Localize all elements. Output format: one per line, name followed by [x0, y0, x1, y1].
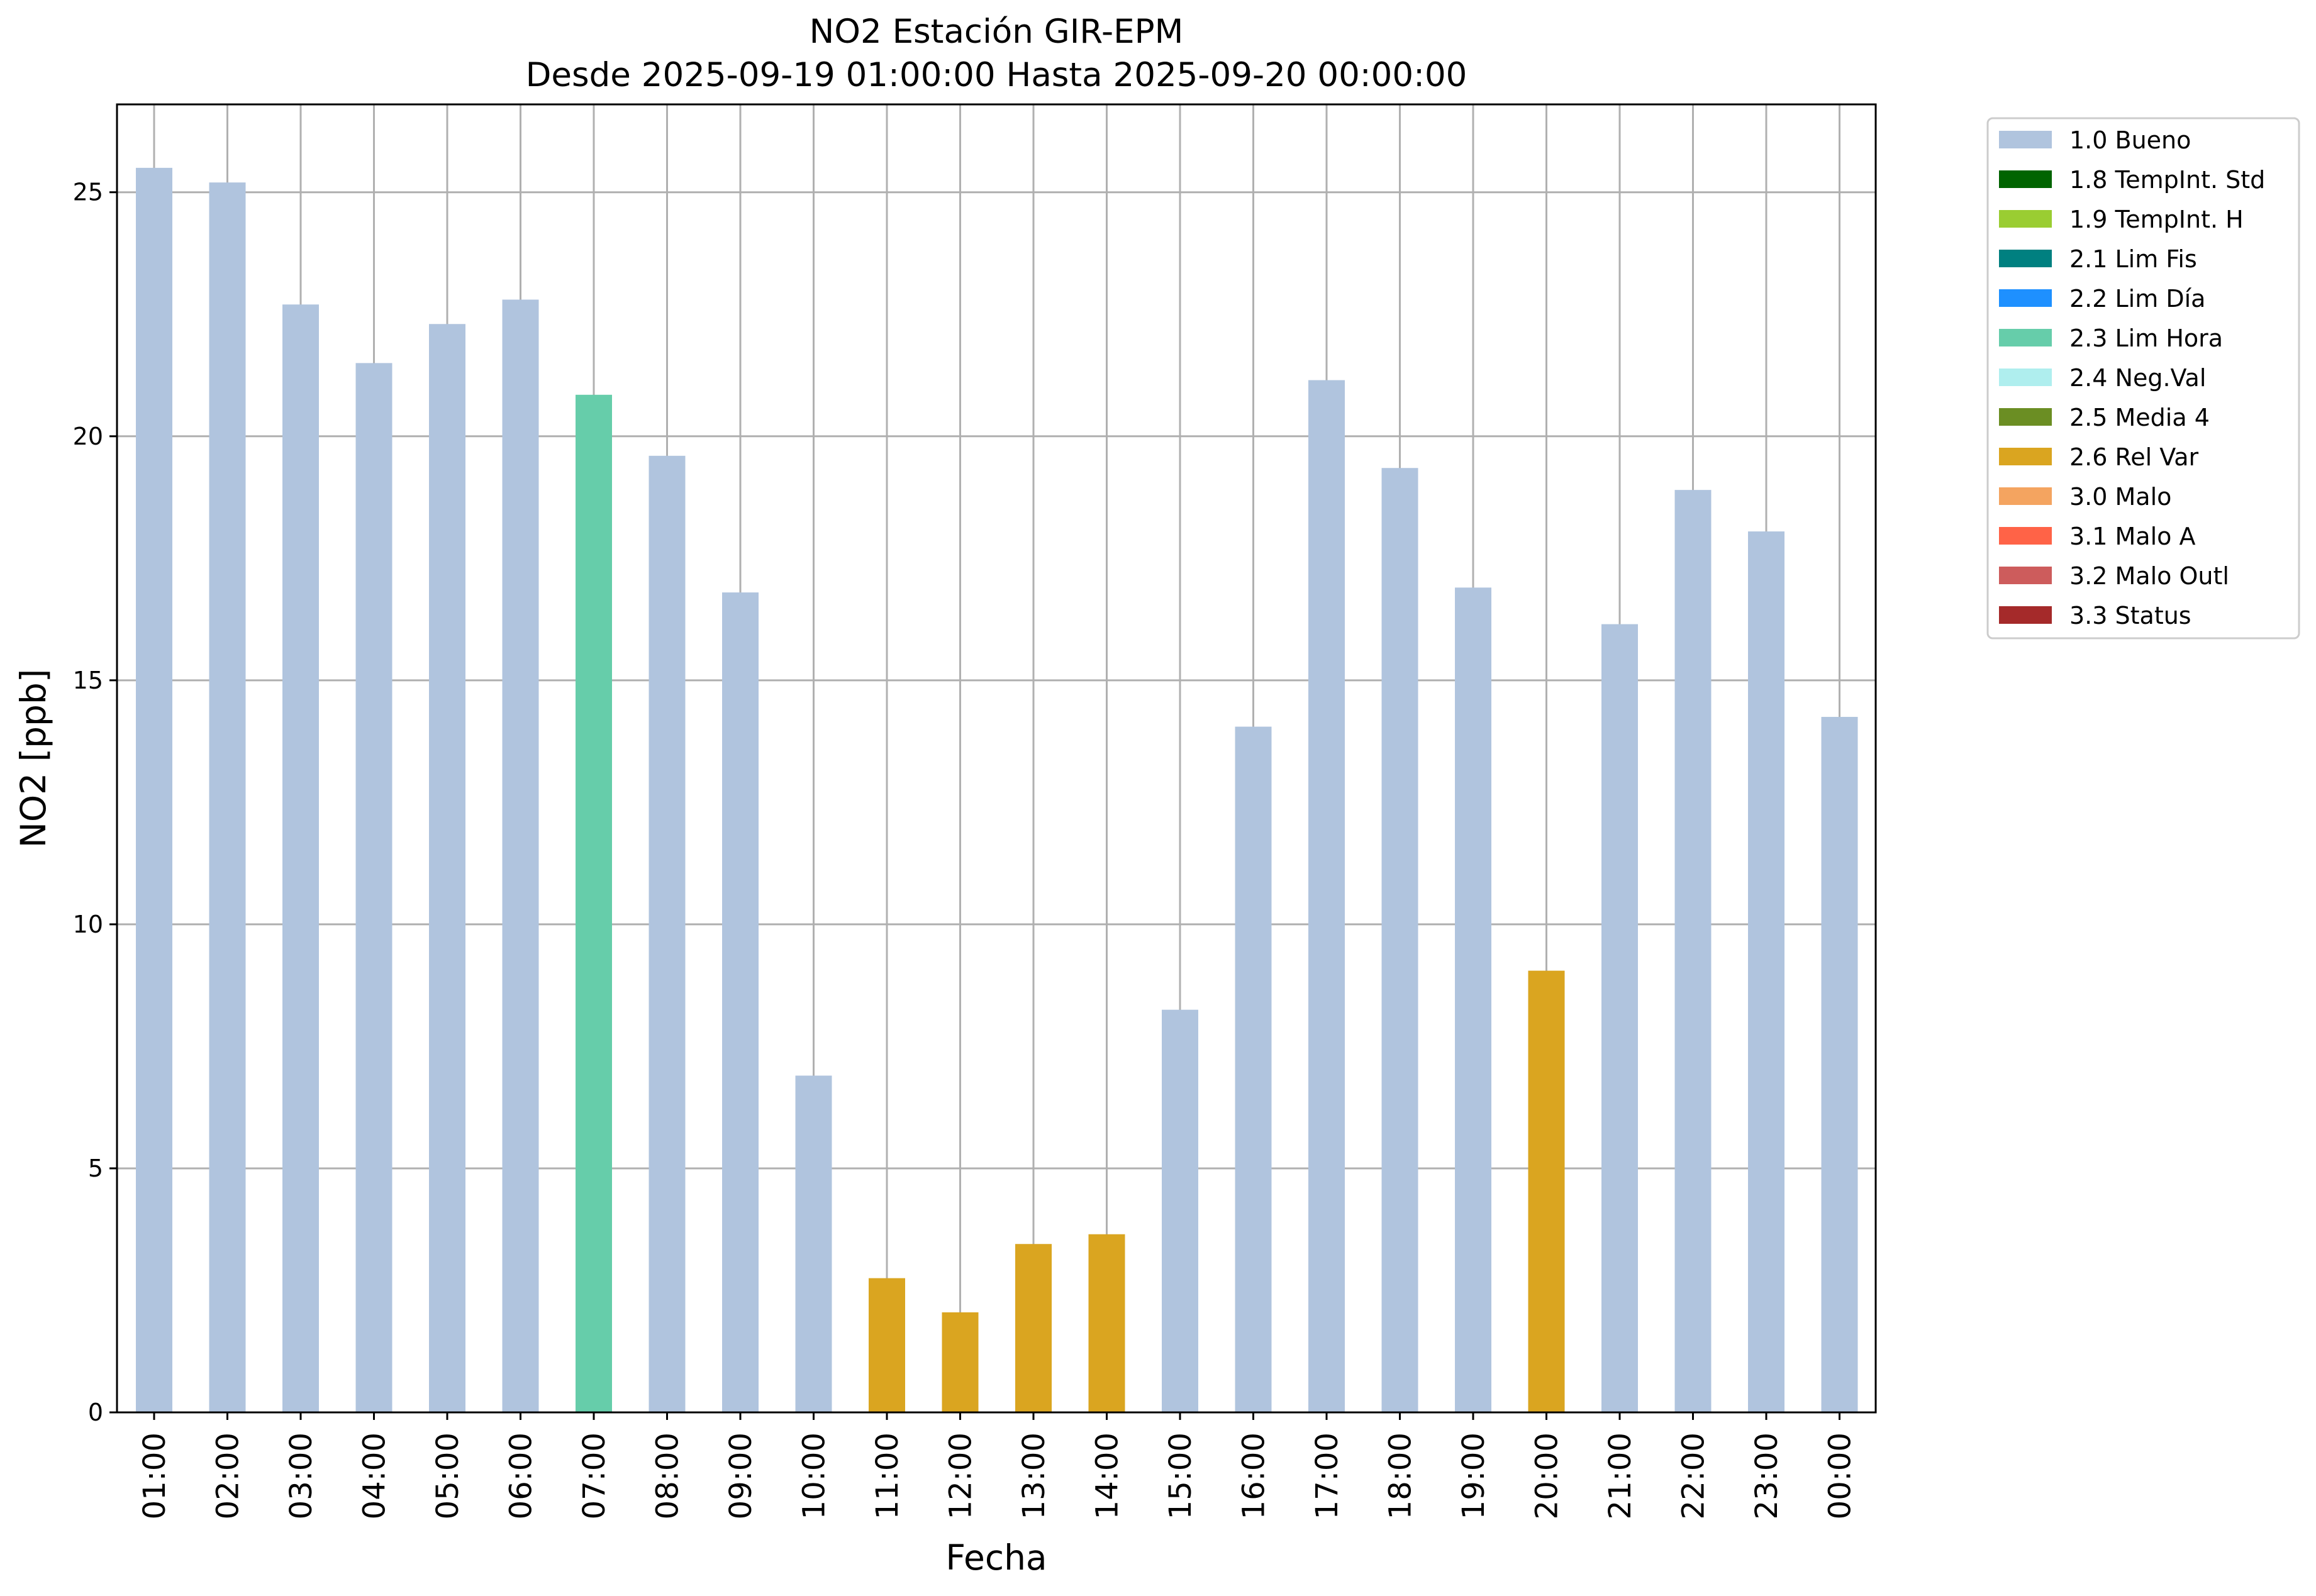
- x-axis-label: Fecha: [945, 1538, 1047, 1578]
- x-tick-label: 07:00: [577, 1433, 612, 1519]
- chart-title: NO2 Estación GIR-EPM: [810, 13, 1184, 51]
- bar-0300: [282, 304, 319, 1412]
- y-axis-label: NO2 [ppb]: [13, 669, 53, 848]
- legend-swatch: [1999, 329, 2052, 346]
- bar-0200: [209, 182, 246, 1413]
- x-tick-label: 02:00: [211, 1433, 246, 1519]
- x-tick-label: 22:00: [1676, 1433, 1712, 1519]
- legend-swatch: [1999, 131, 2052, 148]
- legend-label: 3.1 Malo A: [2069, 523, 2195, 550]
- legend-swatch: [1999, 289, 2052, 307]
- legend-label: 3.3 Status: [2069, 602, 2191, 629]
- x-tick-label: 04:00: [357, 1433, 392, 1519]
- bar-1300: [1015, 1244, 1052, 1412]
- legend-swatch: [1999, 170, 2052, 188]
- bar-2200: [1674, 490, 1712, 1413]
- bar-1700: [1308, 380, 1345, 1412]
- x-tick-label: 17:00: [1310, 1433, 1345, 1519]
- bar-1500: [1162, 1009, 1198, 1412]
- legend-label: 2.1 Lim Fis: [2069, 245, 2197, 273]
- legend-swatch: [1999, 567, 2052, 584]
- chart-subtitle: Desde 2025-09-19 01:00:00 Hasta 2025-09-…: [526, 56, 1467, 94]
- bar-1900: [1455, 587, 1491, 1413]
- bar-1800: [1381, 468, 1418, 1412]
- legend-label: 1.8 TempInt. Std: [2069, 166, 2265, 194]
- legend-label: 3.0 Malo: [2069, 483, 2171, 511]
- bar-1200: [942, 1312, 979, 1412]
- x-tick-label: 12:00: [944, 1433, 979, 1519]
- bar-2100: [1601, 624, 1638, 1412]
- y-tick-label: 5: [88, 1155, 103, 1182]
- bar-0900: [722, 592, 759, 1412]
- bar-0800: [649, 455, 686, 1413]
- legend-swatch: [1999, 369, 2052, 386]
- x-tick-label: 08:00: [650, 1433, 686, 1519]
- bar-0500: [429, 324, 465, 1413]
- x-tick-label: 13:00: [1016, 1433, 1052, 1519]
- y-tick-label: 25: [73, 179, 103, 206]
- x-tick-label: 14:00: [1090, 1433, 1125, 1519]
- legend-label: 2.6 Rel Var: [2069, 443, 2199, 471]
- x-tick-label: 01:00: [137, 1433, 172, 1519]
- x-tick-label: 18:00: [1383, 1433, 1418, 1519]
- bar-0600: [502, 299, 539, 1412]
- legend-swatch: [1999, 210, 2052, 228]
- x-tick-label: 11:00: [870, 1433, 905, 1519]
- legend-label: 1.0 Bueno: [2069, 126, 2191, 154]
- x-axis-ticks: 01:00 02:00 03:00 04:00 05:00 06:00 07:00 08:00…: [137, 1412, 1858, 1519]
- x-tick-label: 10:00: [797, 1433, 832, 1519]
- x-tick-label: 03:00: [284, 1433, 319, 1519]
- legend-label: 2.3 Lim Hora: [2069, 324, 2223, 352]
- y-axis-ticks: 0 5 10 15 20 25: [73, 179, 117, 1426]
- x-tick-label: 16:00: [1237, 1433, 1272, 1519]
- bar-2000: [1528, 970, 1565, 1412]
- legend-swatch: [1999, 527, 2052, 545]
- x-tick-label: 20:00: [1530, 1433, 1565, 1519]
- legend-label: 2.5 Media 4: [2069, 404, 2210, 431]
- legend-swatch: [1999, 250, 2052, 267]
- y-tick-label: 15: [73, 667, 103, 694]
- bar-0000: [1821, 717, 1858, 1412]
- legend-swatch: [1999, 487, 2052, 505]
- y-tick-label: 10: [73, 911, 103, 938]
- legend-swatch: [1999, 448, 2052, 465]
- bar-2300: [1748, 531, 1784, 1412]
- legend-swatch: [1999, 408, 2052, 426]
- bar-1400: [1088, 1234, 1125, 1412]
- x-tick-label: 09:00: [723, 1433, 759, 1519]
- legend-swatch: [1999, 606, 2052, 624]
- legend-frame: [1986, 117, 2300, 640]
- y-tick-label: 0: [88, 1399, 103, 1426]
- y-tick-label: 20: [73, 423, 103, 450]
- bar-0700: [576, 394, 612, 1412]
- bar-1000: [795, 1075, 832, 1412]
- plot-frame: [116, 103, 1877, 1414]
- legend-label: 1.9 TempInt. H: [2069, 206, 2244, 233]
- x-tick-label: 15:00: [1163, 1433, 1198, 1519]
- legend-label: 3.2 Malo Outl: [2069, 562, 2229, 590]
- bar-1100: [869, 1278, 905, 1412]
- bar-0100: [136, 167, 172, 1412]
- bar-0400: [355, 363, 392, 1412]
- bars-layer: [136, 167, 1858, 1413]
- x-tick-label: 23:00: [1749, 1433, 1784, 1519]
- x-tick-label: 00:00: [1823, 1433, 1858, 1519]
- legend: 1.0 Bueno 1.8 TempInt. Std 1.9 TempInt. H 2…: [1986, 117, 2300, 640]
- x-tick-label: 19:00: [1456, 1433, 1491, 1519]
- bar-1600: [1235, 726, 1272, 1412]
- x-tick-label: 05:00: [430, 1433, 465, 1519]
- legend-label: 2.4 Neg.Val: [2069, 364, 2206, 392]
- x-tick-label: 21:00: [1603, 1433, 1638, 1519]
- x-tick-label: 06:00: [504, 1433, 539, 1519]
- legend-label: 2.2 Lim Día: [2069, 285, 2205, 313]
